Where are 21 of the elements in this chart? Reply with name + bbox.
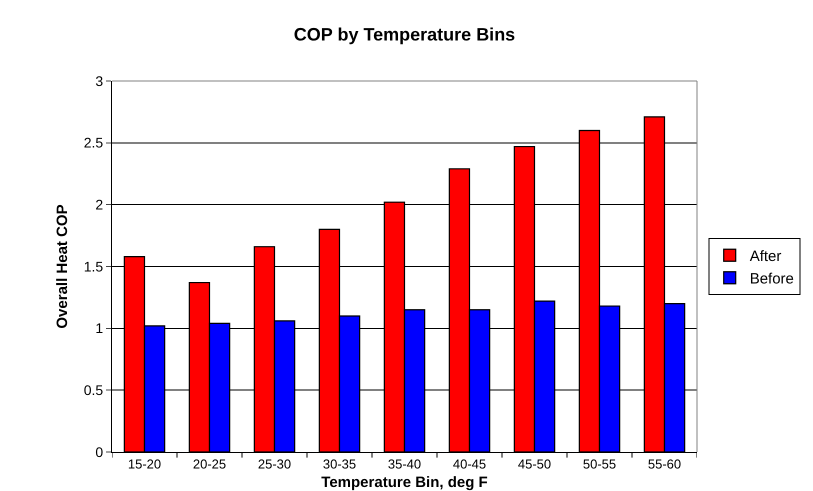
x-tick-label: 20-25	[192, 456, 226, 472]
x-tick-label: 30-35	[322, 456, 356, 472]
x-tick-label: 55-60	[648, 456, 682, 472]
y-tick-label: 1.5	[84, 258, 104, 274]
x-tick-label: 45-50	[518, 456, 552, 472]
y-axis-title: Overall Heat COP	[54, 204, 71, 329]
y-tick-label: 2.5	[84, 134, 104, 151]
x-tick-label: 50-55	[582, 456, 616, 472]
chart-title: COP by Temperature Bins	[294, 24, 516, 45]
x-tick-label: 35-40	[388, 456, 422, 472]
y-tick-label: 3	[95, 72, 104, 89]
x-tick-label: 40-45	[452, 456, 486, 472]
x-axis-title: Temperature Bin, deg F	[321, 474, 488, 491]
x-tick-label: 15-20	[128, 456, 162, 472]
legend-label: After	[750, 248, 782, 266]
y-tick-label: 0	[95, 444, 104, 460]
y-tick-label: 0.5	[84, 382, 104, 398]
y-tick-label: 2	[95, 196, 104, 213]
legend-label: Before	[750, 270, 794, 288]
y-tick-label: 1	[95, 320, 104, 336]
x-tick-label: 25-30	[258, 456, 292, 472]
